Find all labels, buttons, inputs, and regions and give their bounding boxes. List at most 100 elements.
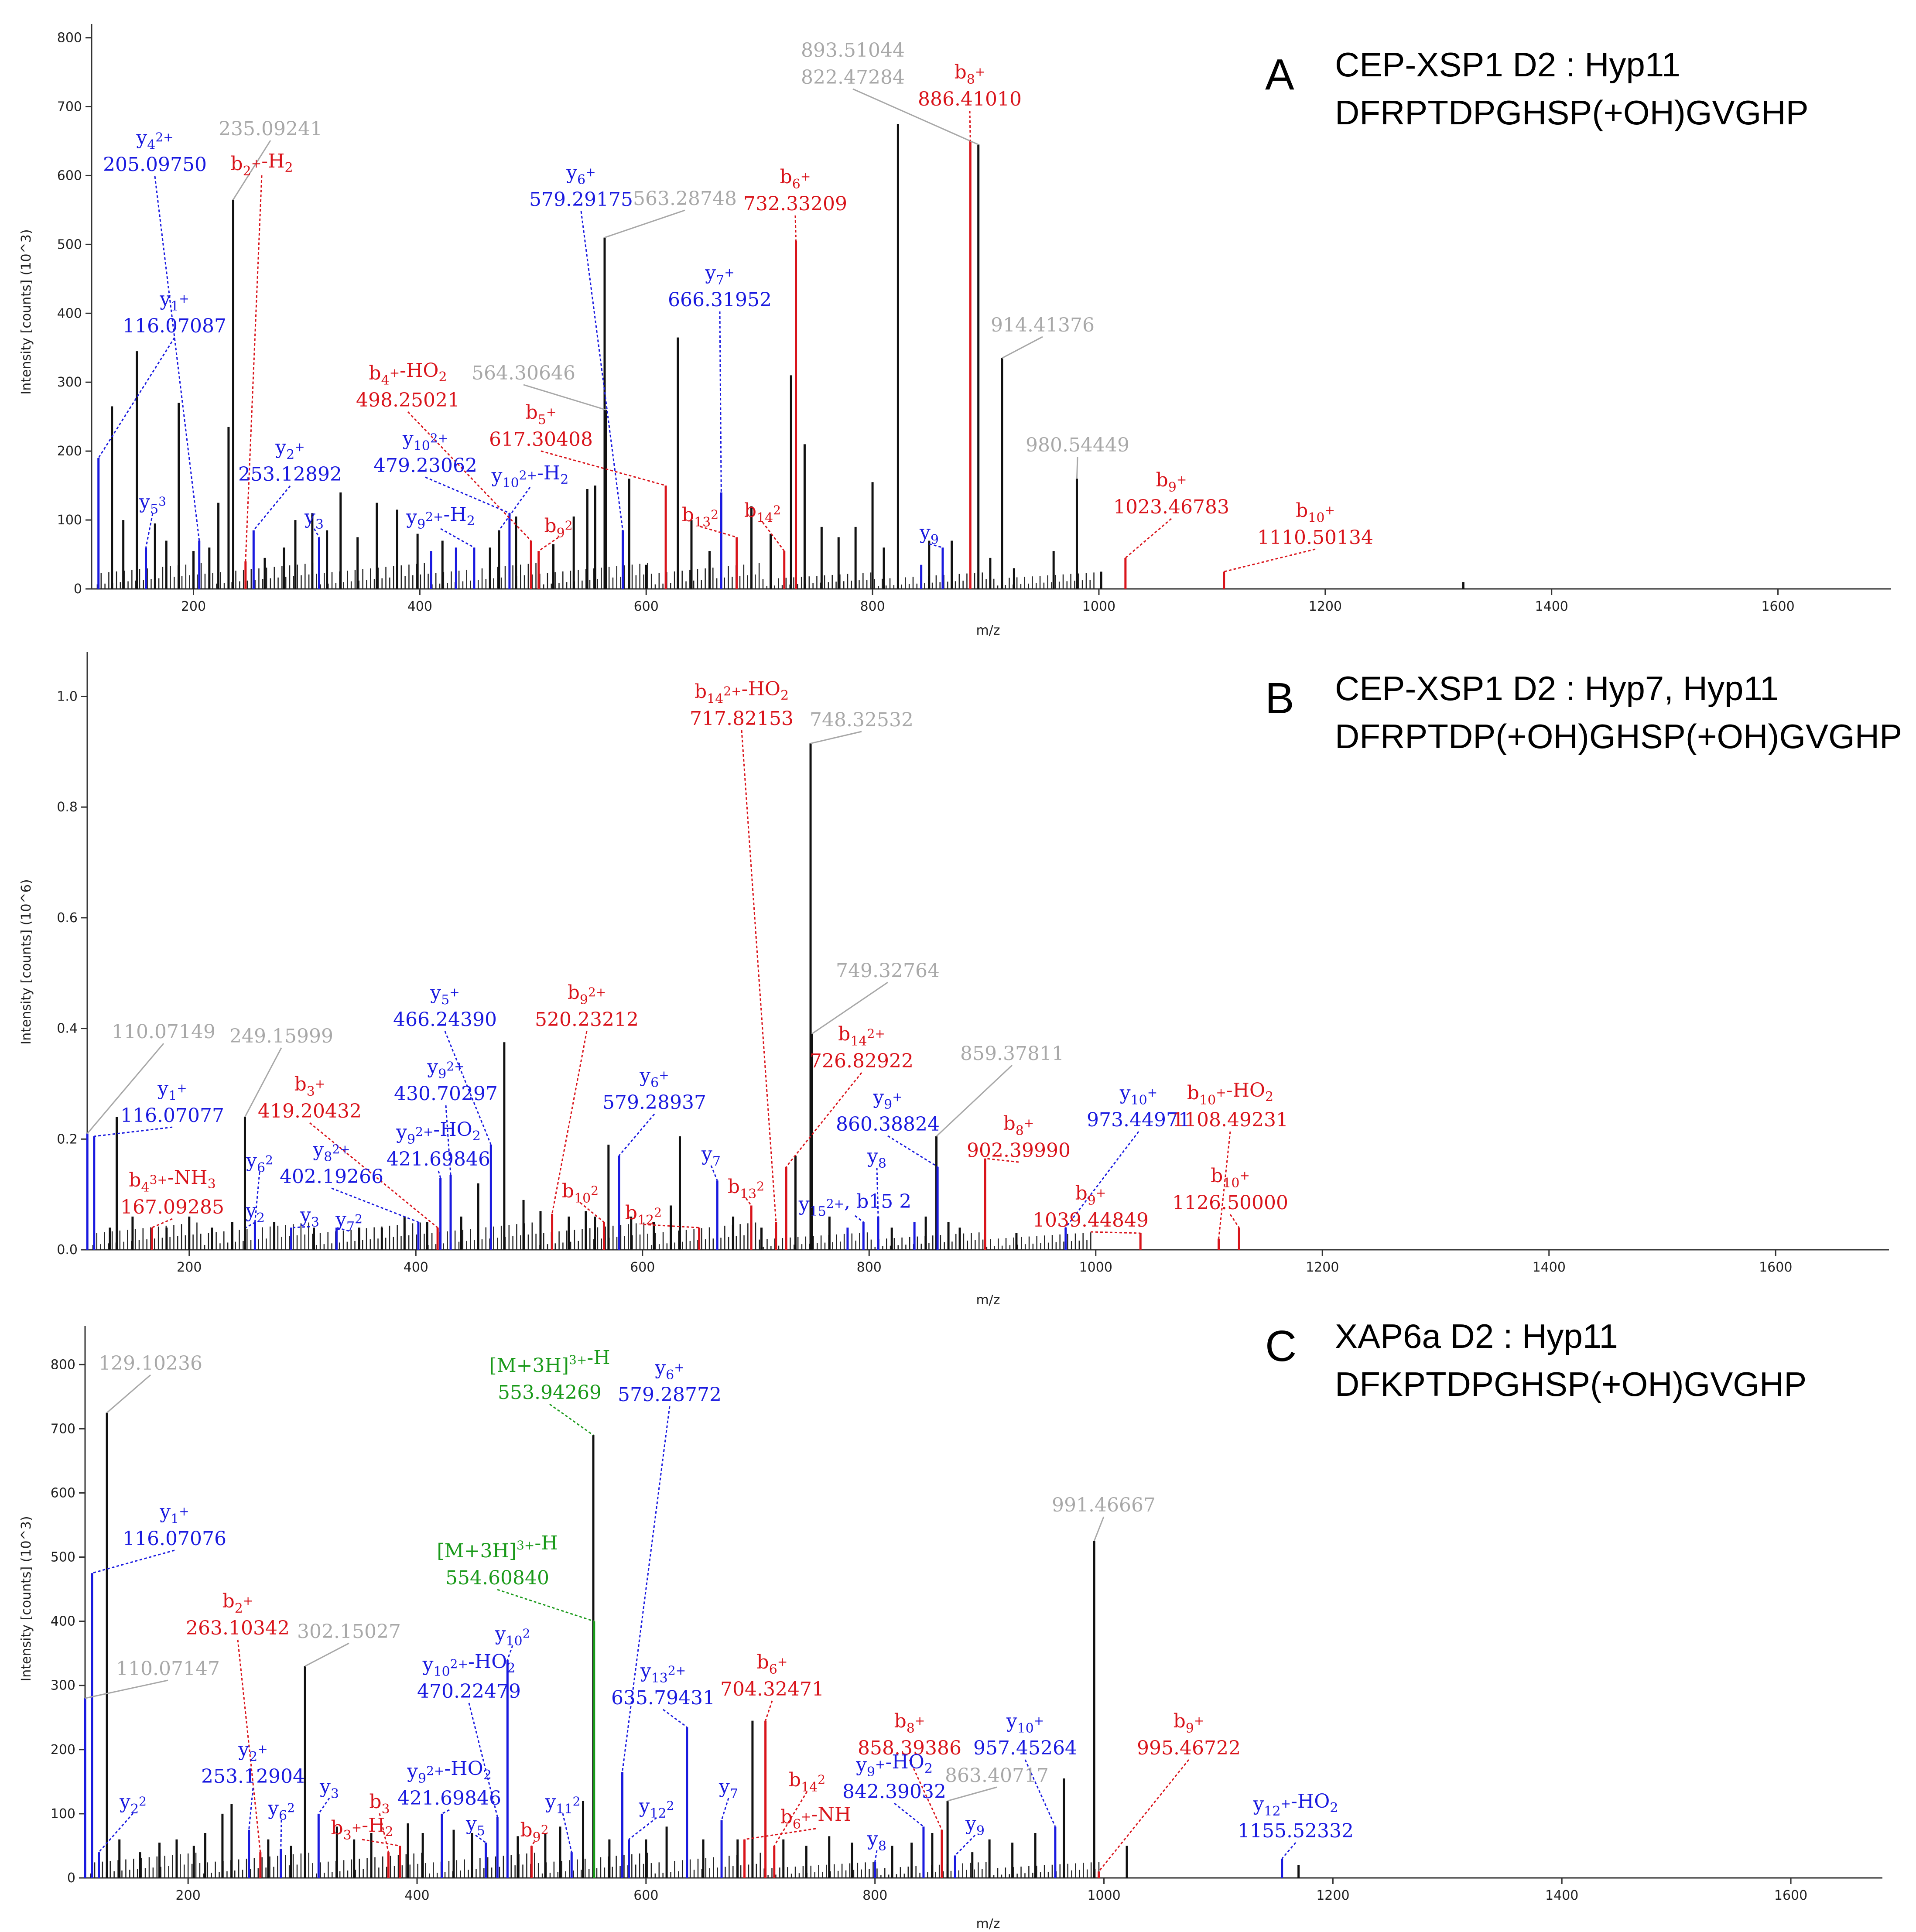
peak-annotation-label: 479.23062 xyxy=(373,455,477,477)
peak-annotation-label: b3+ xyxy=(294,1073,325,1099)
y-tick-label: 300 xyxy=(51,1678,75,1693)
peak-annotation-label: 167.09285 xyxy=(120,1196,224,1218)
annotation-leader xyxy=(541,450,666,486)
y-tick-label: 200 xyxy=(57,444,82,459)
peak-annotation-label: b102 xyxy=(562,1180,599,1206)
annotation-leader xyxy=(811,981,888,1035)
x-tick-label: 800 xyxy=(857,1260,882,1275)
annotation-leader xyxy=(628,1817,657,1840)
peak-annotation-label: 973.44971 xyxy=(1087,1109,1191,1131)
annotation-leader xyxy=(254,1172,260,1222)
annotation-leader xyxy=(523,384,606,410)
peak-annotation-label: b9+ xyxy=(1075,1182,1106,1208)
panel-title: CEP-XSP1 D2 : Hyp7, Hyp11 xyxy=(1335,669,1779,708)
peak-annotation-label: 430.70297 xyxy=(394,1083,498,1105)
annotation-leader xyxy=(562,1813,572,1853)
annotation-leader xyxy=(604,209,685,238)
spectrum-panel-c: C XAP6a D2 : Hyp11 DFKPTDPGHSP(+OH)GVGHP… xyxy=(19,1317,1882,1932)
peak-annotation-label: 564.30646 xyxy=(472,362,575,384)
peak-annotation-label: b8+ xyxy=(1003,1112,1034,1139)
peak-annotation-label: y6+ xyxy=(654,1357,684,1383)
annotation-leader xyxy=(765,1700,773,1721)
peak-annotation-label: y53 xyxy=(139,491,166,517)
peak-annotation-label: y9 xyxy=(919,521,939,547)
peak-annotation-label: y92+-H2 xyxy=(406,503,475,532)
annotation-leader xyxy=(745,1198,752,1206)
peak-annotation-label: 748.32532 xyxy=(810,709,914,731)
peak-annotation-label: 1108.49231 xyxy=(1172,1109,1288,1131)
annotation-leader xyxy=(985,1158,1019,1163)
peak-annotation-label: y102 xyxy=(495,1623,530,1649)
annotation-leader xyxy=(362,1839,400,1847)
peak-annotation-label: 302.15027 xyxy=(297,1621,401,1643)
peak-annotation-label: y9+-HO2 xyxy=(855,1751,933,1780)
y-tick-label: 0.2 xyxy=(57,1132,78,1147)
peak-annotation-label: 554.60840 xyxy=(445,1567,549,1589)
peak-annotation-label: b43+-NH3 xyxy=(129,1166,216,1195)
peak-annotation-label: y1+ xyxy=(159,1501,189,1527)
y-axis-label: Intensity [counts] (10^3) xyxy=(19,229,34,394)
peak-annotation-label: b142+-HO2 xyxy=(695,678,789,707)
peak-annotation-label: b10+-HO2 xyxy=(1187,1079,1273,1108)
y-tick-label: 500 xyxy=(51,1550,75,1565)
annotation-leader xyxy=(106,1374,151,1413)
peak-annotation-label: y102+-HO2 xyxy=(422,1651,516,1679)
annotation-leader xyxy=(379,1813,389,1853)
annotation-leader xyxy=(441,1809,450,1815)
peak-annotation-label: y132+ xyxy=(640,1660,686,1686)
y-tick-label: 300 xyxy=(57,375,82,390)
peak-annotation-label: 995.46722 xyxy=(1137,1737,1241,1759)
peak-annotation-label: y102+ xyxy=(402,427,448,454)
peak-annotation-label: 1126.50000 xyxy=(1172,1192,1288,1214)
annotation-leader xyxy=(444,1031,492,1145)
peak-annotation-label: 579.29175 xyxy=(529,188,633,211)
annotation-leader xyxy=(497,1589,595,1622)
peak-annotation-label: y5+ xyxy=(430,981,459,1008)
y-tick-label: 700 xyxy=(57,99,82,115)
peak-annotation-label: y2+ xyxy=(238,1738,267,1764)
annotation-leader xyxy=(663,1709,688,1728)
annotation-leader xyxy=(248,1788,254,1830)
peak-annotation-label: 1110.50134 xyxy=(1257,527,1373,549)
peak-annotation-label: 617.30408 xyxy=(489,428,593,451)
x-tick-label: 1400 xyxy=(1533,1260,1566,1275)
x-tick-label: 1200 xyxy=(1306,1260,1339,1275)
annotation-leader xyxy=(425,476,510,514)
peak-annotation-label: 886.41010 xyxy=(918,88,1022,110)
y-tick-label: 600 xyxy=(57,168,82,183)
annotation-leader xyxy=(719,311,722,492)
peak-annotation-label: 253.12904 xyxy=(201,1765,305,1788)
peak-annotation-label: y5 xyxy=(465,1812,485,1839)
peak-annotation-label: y92+-HO2 xyxy=(407,1758,492,1786)
peak-annotation-label: y2 xyxy=(245,1200,265,1226)
x-axis-label: m/z xyxy=(976,1293,1000,1308)
x-tick-label: 1400 xyxy=(1535,599,1568,614)
x-tick-label: 1200 xyxy=(1309,599,1342,614)
peak-annotation-label: 520.23212 xyxy=(535,1009,639,1031)
peak-annotation-label: 858.39386 xyxy=(858,1737,961,1759)
peak-annotation-label: b3+-H2 xyxy=(331,1814,393,1843)
x-tick-label: 600 xyxy=(630,1260,655,1275)
peak-annotation-label: y92+-HO2 xyxy=(396,1118,481,1147)
y-tick-label: 0.6 xyxy=(57,910,78,926)
panel-letter: A xyxy=(1265,50,1294,99)
peak-annotation-label: 235.09241 xyxy=(219,118,322,140)
annotation-leader xyxy=(245,1221,256,1228)
peak-annotation-label: [M+3H]3+-H xyxy=(489,1347,610,1377)
annotation-leader xyxy=(291,1226,310,1228)
y-tick-label: 0.8 xyxy=(57,800,78,815)
x-axis-label: m/z xyxy=(976,1916,1000,1932)
annotation-leader xyxy=(580,211,623,530)
peak-annotation-label: b3 xyxy=(369,1791,390,1817)
annotation-leader xyxy=(1090,1231,1141,1234)
annotation-leader xyxy=(741,730,777,1222)
y-tick-label: 800 xyxy=(57,31,82,46)
annotation-leader xyxy=(305,1642,349,1667)
annotation-leader xyxy=(145,513,154,548)
peak-annotation-label: 110.07149 xyxy=(112,1021,216,1043)
annotation-leader xyxy=(794,215,797,241)
annotation-leader xyxy=(468,1703,498,1817)
x-tick-label: 400 xyxy=(404,1888,429,1903)
panel-letter: B xyxy=(1265,674,1294,723)
annotation-leader xyxy=(85,1679,168,1699)
